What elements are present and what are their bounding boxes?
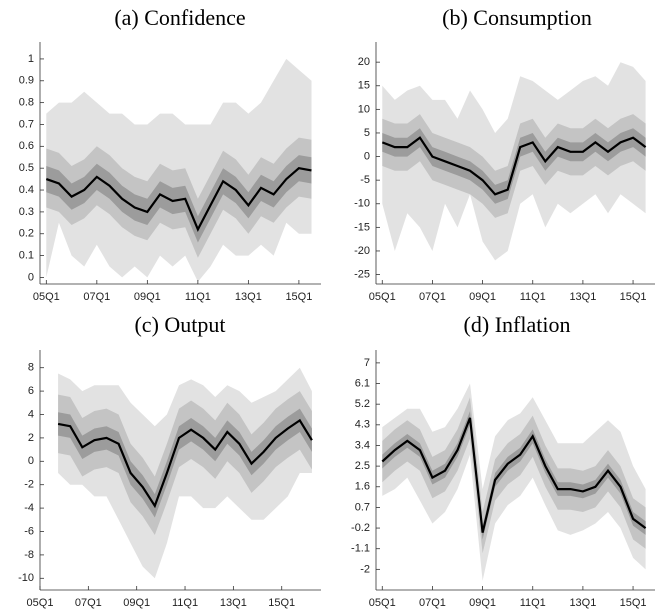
y-tick-label: 7 bbox=[364, 357, 370, 369]
y-tick-label: -20 bbox=[354, 245, 370, 257]
x-tick-label: 11Q1 bbox=[520, 291, 546, 303]
x-tick-label: 15Q1 bbox=[620, 597, 647, 609]
panel-title: (b) Consumption bbox=[442, 5, 592, 30]
x-tick-label: 05Q1 bbox=[369, 291, 396, 303]
x-tick-label: 11Q1 bbox=[520, 597, 546, 609]
y-tick-label: 8 bbox=[28, 362, 34, 374]
panel: (a) Confidence 0 0.1 0.2 0.3 0.4 0.5 0.6 0.7 0.8 0… bbox=[19, 5, 321, 303]
fan-band bbox=[382, 397, 646, 554]
y-tick-label: 4 bbox=[28, 408, 34, 420]
x-tick-label: 07Q1 bbox=[419, 291, 446, 303]
y-tick-label: -10 bbox=[18, 572, 34, 584]
x-tick-label: 15Q1 bbox=[285, 291, 312, 303]
y-tick-label: 0.5 bbox=[19, 162, 34, 174]
y-tick-label: 5.2 bbox=[355, 398, 370, 410]
panel-title: (c) Output bbox=[134, 312, 225, 337]
x-tick-label: 09Q1 bbox=[469, 597, 496, 609]
y-tick-label: -15 bbox=[354, 221, 370, 233]
y-tick-label: 6 bbox=[28, 385, 34, 397]
x-tick-label: 07Q1 bbox=[419, 597, 446, 609]
panel: (b) Consumption -25 -20 -15 -10 -5 0 5 10 15 20 05Q… bbox=[354, 5, 655, 303]
x-tick-label: 09Q1 bbox=[134, 291, 161, 303]
panel-title: (a) Confidence bbox=[114, 5, 245, 30]
y-tick-label: 0 bbox=[28, 455, 34, 467]
median-line bbox=[45, 167, 312, 232]
fan-band bbox=[382, 383, 646, 581]
y-tick-label: 0.6 bbox=[19, 140, 34, 152]
y-tick-label: -1.1 bbox=[351, 543, 370, 555]
y-tick-label: 10 bbox=[358, 103, 370, 115]
x-tick-label: 07Q1 bbox=[83, 291, 110, 303]
y-tick-label: -2 bbox=[24, 479, 34, 491]
fan-band bbox=[58, 367, 312, 579]
y-tick-label: 0.4 bbox=[19, 184, 34, 196]
y-tick-label: -5 bbox=[360, 174, 370, 186]
y-tick-label: 1.6 bbox=[355, 481, 370, 493]
median-line bbox=[381, 136, 647, 196]
x-tick-label: 15Q1 bbox=[268, 597, 295, 609]
fan-band bbox=[58, 408, 312, 518]
y-tick-label: 0.7 bbox=[19, 118, 34, 130]
y-tick-label: 0.2 bbox=[19, 228, 34, 240]
x-tick-label: 13Q1 bbox=[569, 597, 596, 609]
y-tick-label: 0.1 bbox=[19, 249, 34, 261]
y-tick-label: 0.9 bbox=[19, 75, 34, 87]
x-tick-label: 13Q1 bbox=[569, 291, 596, 303]
y-tick-label: 1 bbox=[28, 53, 34, 65]
y-tick-label: 3.4 bbox=[355, 439, 370, 451]
y-tick-label: -2 bbox=[360, 563, 370, 575]
x-tick-label: 05Q1 bbox=[33, 291, 60, 303]
x-tick-label: 15Q1 bbox=[620, 291, 647, 303]
x-tick-label: 05Q1 bbox=[369, 597, 396, 609]
panel: (d) Inflation -2 -1.1 -0.2 0.7 1.6 2.5 3.4 4.3 5.… bbox=[351, 312, 655, 609]
fan-band bbox=[58, 391, 312, 535]
y-tick-label: 0.8 bbox=[19, 97, 34, 109]
x-tick-label: 07Q1 bbox=[75, 597, 102, 609]
y-tick-label: 0.3 bbox=[19, 206, 34, 218]
y-tick-label: 2.5 bbox=[355, 460, 370, 472]
x-tick-label: 09Q1 bbox=[469, 291, 496, 303]
y-tick-label: 0 bbox=[28, 271, 34, 283]
y-tick-label: -8 bbox=[24, 549, 34, 561]
panel-title: (d) Inflation bbox=[464, 312, 571, 337]
median-line bbox=[57, 418, 313, 509]
y-tick-label: 15 bbox=[358, 80, 370, 92]
y-tick-label: -10 bbox=[354, 198, 370, 210]
y-tick-label: 2 bbox=[28, 432, 34, 444]
panel: (c) Output -10 -8 -6 -4 -2 0 2 4 6 8 05Q1 07Q1 09Q1 11… bbox=[18, 312, 321, 609]
y-tick-label: 5 bbox=[364, 127, 370, 139]
x-tick-label: 13Q1 bbox=[220, 597, 247, 609]
y-tick-label: 4.3 bbox=[355, 419, 370, 431]
y-tick-label: -4 bbox=[24, 502, 34, 514]
y-tick-label: -6 bbox=[24, 525, 34, 537]
y-tick-label: 20 bbox=[358, 56, 370, 68]
x-tick-label: 11Q1 bbox=[185, 291, 211, 303]
y-tick-label: -0.2 bbox=[351, 522, 370, 534]
x-tick-label: 13Q1 bbox=[235, 291, 262, 303]
x-tick-label: 11Q1 bbox=[172, 597, 198, 609]
y-tick-label: 0.7 bbox=[355, 501, 370, 513]
y-tick-label: 6.1 bbox=[355, 377, 370, 389]
median-line bbox=[381, 417, 647, 533]
x-tick-label: 09Q1 bbox=[123, 597, 150, 609]
y-tick-label: -25 bbox=[354, 268, 370, 280]
x-tick-label: 05Q1 bbox=[27, 597, 54, 609]
y-tick-label: 0 bbox=[364, 150, 370, 162]
